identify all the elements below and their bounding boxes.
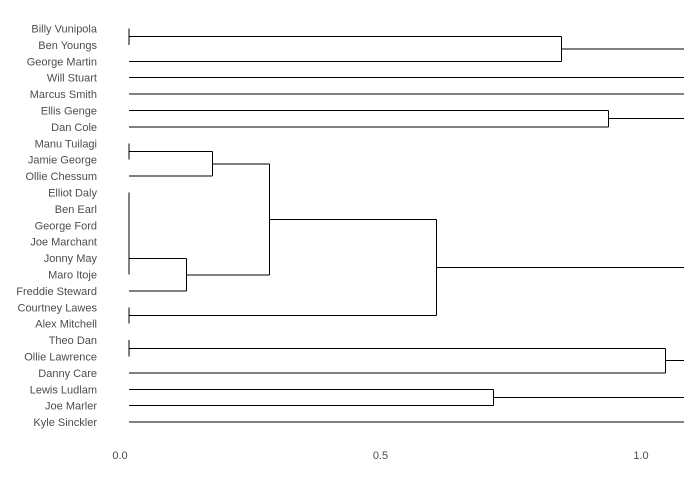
leaf-label: Jonny May (44, 253, 98, 265)
leaf-label: Danny Care (38, 368, 97, 380)
leaf-label: Manu Tuilagi (35, 138, 97, 150)
leaf-label: Elliot Daly (48, 188, 97, 200)
leaf-labels: Billy Vunipola Ben Youngs George Martin Wil… (16, 24, 98, 430)
leaf-label: Ellis Genge (41, 106, 97, 118)
leaf-label: Joe Marler (45, 401, 97, 413)
leaf-label: George Ford (35, 220, 97, 232)
leaf-label: Marcus Smith (30, 89, 97, 101)
leaf-label: Joe Marchant (30, 237, 97, 249)
leaf-label: Alex Mitchell (35, 319, 97, 331)
leaf-label: Will Stuart (47, 73, 97, 85)
leaf-label: Courtney Lawes (18, 302, 98, 314)
x-tick-label: 1.0 (633, 450, 648, 462)
leaf-label: Kyle Sinckler (33, 417, 97, 429)
dendrogram-links (128, 28, 684, 423)
x-tick-label: 0.5 (373, 450, 388, 462)
leaf-label: Billy Vunipola (31, 24, 98, 36)
leaf-label: Ollie Chessum (25, 171, 97, 183)
leaf-label: Ben Youngs (38, 40, 97, 52)
leaf-label: Freddie Steward (16, 286, 97, 298)
leaf-label: Jamie George (28, 155, 97, 167)
leaf-label: Theo Dan (49, 335, 97, 347)
leaf-label: Ben Earl (55, 204, 97, 216)
leaf-label: Dan Cole (51, 122, 97, 134)
leaf-label: George Martin (27, 56, 97, 68)
leaf-label: Lewis Ludlam (30, 384, 97, 396)
leaf-label: Ollie Lawrence (24, 352, 97, 364)
x-axis: 0.00.51.01.52.0 (112, 450, 648, 462)
leaf-label: Maro Itoje (48, 270, 97, 282)
x-tick-label: 0.0 (112, 450, 127, 462)
